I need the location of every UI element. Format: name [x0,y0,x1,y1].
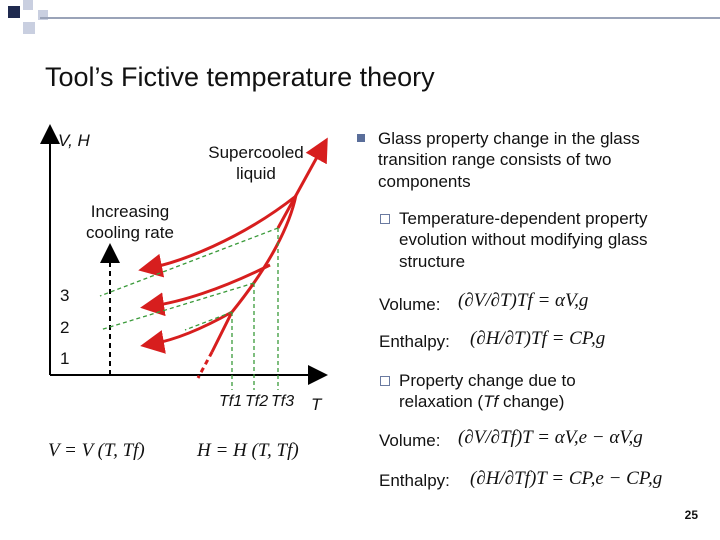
sub-bullet-2-icon [380,376,390,386]
equilibrium-curve-dash [196,351,214,379]
volume-eq-2: (∂V/∂Tf)T = αV,e − αV,g [458,427,643,448]
glass-curve-2 [140,263,271,317]
enthalpy-eq-1: (∂H/∂T)Tf = CP,g [470,328,606,349]
sub-bullet-1-icon [380,214,390,224]
tangent-guide-3 [99,227,279,297]
x-axis-label: T [311,395,322,414]
y-axis-label: V, H [58,131,90,150]
corner-square-2 [23,0,33,10]
main-bullet-text: Glass property change in the glass trans… [378,129,640,191]
volume-label-2: Volume: [379,431,441,450]
curve-label-1: 1 [60,349,70,368]
title-rule [40,17,720,19]
sub-bullet-2-text: Property change due to relaxation (Tf ch… [399,370,654,413]
volume-eq-1: (∂V/∂T)Tf = αV,g [458,290,589,311]
equilibrium-curve [210,194,298,353]
eq-h: H = H (T, Tf) [197,440,299,461]
volume-label-1: Volume: [379,295,441,314]
enthalpy-label-1: Enthalpy: [379,332,450,351]
tf2-label: Tf2 [245,393,269,410]
curve-label-2: 2 [60,318,70,337]
sub-bullet-2-tf: Tf [483,392,499,412]
main-bullet-icon [357,134,365,142]
enthalpy-label-2: Enthalpy: [379,471,450,490]
curve-label-3: 3 [60,286,70,305]
tf3-label: Tf3 [271,393,295,410]
tf1-label: Tf1 [219,393,243,410]
cooling-rate-label: Increasing cooling rate [86,202,174,243]
eq-v: V = V (T, Tf) [48,440,145,461]
tangent-guide-2 [99,282,255,331]
supercooled-liquid-line [276,137,328,229]
corner-square-4 [38,10,48,20]
sub-bullet-2-suffix: change) [498,392,565,412]
tangent-guide-1 [184,311,233,331]
page-number: 25 [684,508,698,522]
glass-curve-1 [140,310,233,354]
supercooled-label: Supercooled liquid [208,143,304,184]
slide-title: Tool’s Fictive temperature theory [45,62,435,92]
enthalpy-eq-2: (∂H/∂Tf)T = CP,e − CP,g [470,468,663,489]
corner-square-3 [23,22,35,34]
glass-curve-3 [138,194,297,278]
sub-bullet-1-text: Temperature-dependent property evolution… [399,209,648,271]
corner-square-1 [8,6,20,18]
sub-bullet-2-prefix: Property change due to relaxation ( [399,371,576,412]
